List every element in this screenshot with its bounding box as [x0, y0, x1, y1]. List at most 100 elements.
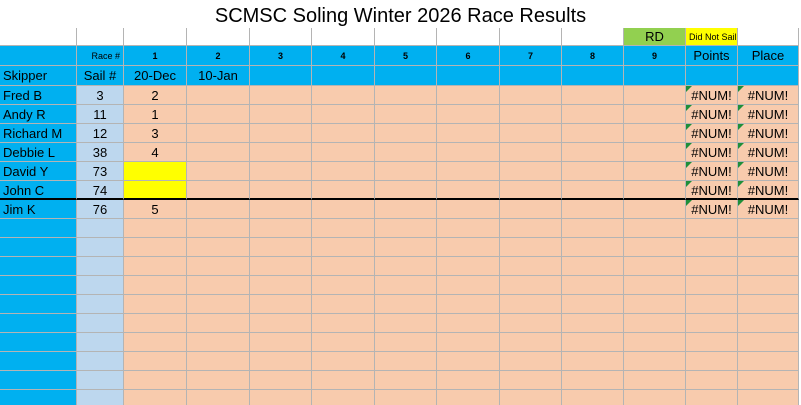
empty-cell: [77, 295, 124, 314]
empty-cell: [437, 276, 500, 295]
empty-cell: [624, 276, 686, 295]
empty-cell: [500, 333, 562, 352]
blank: [187, 28, 250, 46]
race-result: [312, 105, 375, 124]
blank: [562, 28, 624, 46]
blank: [375, 28, 437, 46]
error-indicator: [686, 124, 692, 130]
race-result: [500, 86, 562, 105]
empty-cell: [250, 390, 312, 405]
empty-cell: [0, 390, 77, 405]
header-cell: Points: [686, 46, 738, 66]
empty-cell: [0, 257, 77, 276]
race-result: [250, 105, 312, 124]
skipper: Jim K: [0, 200, 77, 219]
race-result: [375, 200, 437, 219]
empty-cell: [250, 276, 312, 295]
empty-cell: [0, 352, 77, 371]
empty-cell: [738, 257, 799, 276]
race-result: [500, 143, 562, 162]
empty-cell: [562, 333, 624, 352]
race-number: 1: [124, 46, 187, 66]
empty-cell: [124, 219, 187, 238]
points: #NUM!: [686, 86, 738, 105]
blank: [124, 28, 187, 46]
empty-cell: [312, 390, 375, 405]
empty-cell: [500, 371, 562, 390]
empty-cell: [187, 295, 250, 314]
race-result: [562, 86, 624, 105]
empty-cell: [437, 314, 500, 333]
sail-number: 11: [77, 105, 124, 124]
race-result: 1: [124, 105, 187, 124]
empty-cell: [77, 352, 124, 371]
error-indicator: [738, 105, 744, 111]
empty-cell: [312, 295, 375, 314]
empty-cell: [312, 371, 375, 390]
empty-cell: [686, 295, 738, 314]
empty-cell: [562, 314, 624, 333]
race-result: [500, 124, 562, 143]
empty-cell: [0, 276, 77, 295]
empty-cell: [124, 295, 187, 314]
empty-cell: [124, 371, 187, 390]
race-result: [562, 124, 624, 143]
empty-cell: [624, 390, 686, 405]
empty-cell: [250, 371, 312, 390]
race-result: [187, 162, 250, 181]
race-result: [375, 162, 437, 181]
race-result: [562, 143, 624, 162]
legend-rd: RD: [624, 28, 686, 46]
header-cell: [686, 66, 738, 86]
place: #NUM!: [738, 86, 799, 105]
empty-cell: [77, 390, 124, 405]
empty-cell: [375, 295, 437, 314]
empty-cell: [437, 295, 500, 314]
empty-cell: [312, 238, 375, 257]
empty-cell: [624, 352, 686, 371]
race-date: 20-Dec: [124, 66, 187, 86]
header-cell: Place: [738, 46, 799, 66]
empty-cell: [312, 257, 375, 276]
blank: [0, 28, 77, 46]
place: #NUM!: [738, 105, 799, 124]
race-result: [312, 162, 375, 181]
place: #NUM!: [738, 143, 799, 162]
skipper: John C: [0, 181, 77, 200]
error-indicator: [738, 162, 744, 168]
sail-number: 73: [77, 162, 124, 181]
empty-cell: [124, 333, 187, 352]
empty-cell: [624, 219, 686, 238]
empty-cell: [124, 390, 187, 405]
race-result: [187, 124, 250, 143]
empty-cell: [187, 333, 250, 352]
race-result: [312, 143, 375, 162]
race-number: 7: [500, 46, 562, 66]
empty-cell: [624, 371, 686, 390]
race-result: [437, 143, 500, 162]
race-number: 2: [187, 46, 250, 66]
race-result: 5: [124, 200, 187, 219]
empty-cell: [624, 314, 686, 333]
error-indicator: [686, 181, 692, 187]
race-result: [500, 105, 562, 124]
race-result: [500, 200, 562, 219]
skipper: Debbie L: [0, 143, 77, 162]
race-result: 3: [124, 124, 187, 143]
empty-cell: [124, 276, 187, 295]
error-indicator: [686, 105, 692, 111]
points: #NUM!: [686, 124, 738, 143]
empty-cell: [738, 219, 799, 238]
empty-cell: [500, 219, 562, 238]
race-number: 6: [437, 46, 500, 66]
empty-cell: [124, 257, 187, 276]
empty-cell: [437, 371, 500, 390]
race-result: [250, 200, 312, 219]
empty-cell: [500, 276, 562, 295]
sail-number: 74: [77, 181, 124, 200]
empty-cell: [500, 257, 562, 276]
points: #NUM!: [686, 105, 738, 124]
empty-cell: [500, 352, 562, 371]
race-result: [624, 86, 686, 105]
race-result: [437, 86, 500, 105]
